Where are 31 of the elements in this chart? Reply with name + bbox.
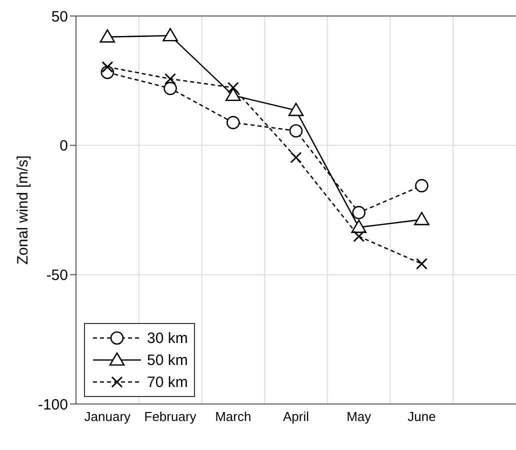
point [351,220,367,233]
point [100,29,116,43]
point [289,124,303,138]
y-tick-label: 50 [51,8,68,26]
point [353,230,365,242]
x-tick-label: March [215,409,252,424]
point [288,102,304,116]
point [352,206,366,220]
point [225,88,241,102]
point [415,179,428,192]
point [290,152,302,164]
point [164,82,177,96]
x-tick-label: January [84,409,132,424]
point [414,212,430,226]
point [162,28,178,42]
point [416,258,428,270]
point [164,73,176,85]
y-tick-label: -50 [46,266,68,284]
legend-label: 30 km [147,330,188,346]
point [226,116,240,130]
y-tick-label: 0 [60,138,68,155]
legend-label: 50 km [147,352,188,368]
x-tick-label: May [346,409,372,424]
y-tick-label: -100 [38,396,68,414]
x-tick-label: June [408,409,436,424]
x-tick-label: April [282,409,310,424]
legend-label: 70 km [147,374,188,390]
y-axis-title: Zonal wind [m/s] [14,155,32,265]
point [102,61,114,73]
point [227,82,239,94]
x-tick-label: February [144,409,197,424]
